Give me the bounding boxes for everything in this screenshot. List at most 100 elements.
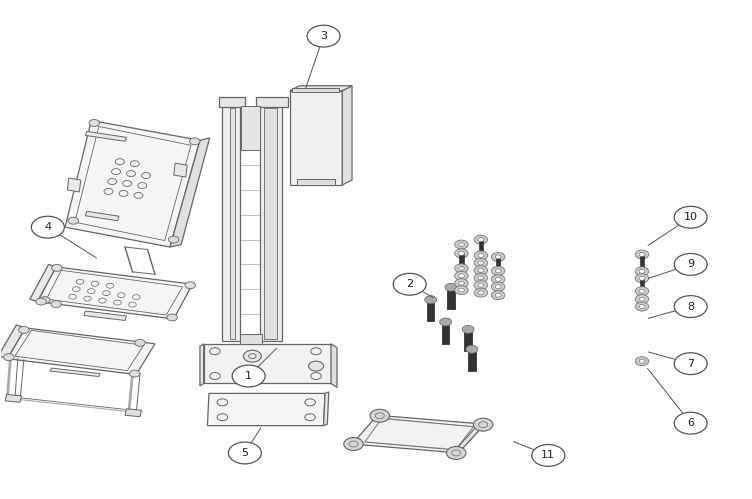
- Polygon shape: [170, 138, 210, 247]
- Circle shape: [478, 283, 484, 287]
- Circle shape: [639, 297, 645, 301]
- Text: 6: 6: [687, 418, 694, 428]
- Circle shape: [455, 240, 468, 249]
- Circle shape: [455, 286, 468, 294]
- Circle shape: [135, 339, 145, 346]
- Polygon shape: [68, 178, 80, 192]
- Circle shape: [495, 269, 501, 273]
- Circle shape: [475, 251, 487, 260]
- Circle shape: [635, 274, 649, 283]
- Polygon shape: [447, 290, 455, 309]
- Circle shape: [495, 277, 501, 281]
- Polygon shape: [38, 267, 193, 319]
- Circle shape: [639, 304, 645, 308]
- Circle shape: [491, 282, 505, 291]
- Circle shape: [40, 296, 50, 303]
- Circle shape: [455, 271, 468, 280]
- Polygon shape: [442, 325, 450, 344]
- Polygon shape: [65, 120, 200, 247]
- Polygon shape: [323, 392, 329, 426]
- Polygon shape: [125, 409, 141, 417]
- Text: 7: 7: [687, 359, 694, 369]
- Circle shape: [491, 291, 505, 299]
- Circle shape: [475, 266, 487, 275]
- Polygon shape: [256, 97, 287, 107]
- Circle shape: [459, 274, 465, 278]
- Circle shape: [675, 353, 707, 375]
- Circle shape: [168, 236, 179, 243]
- Circle shape: [4, 354, 14, 361]
- Circle shape: [675, 206, 707, 228]
- Polygon shape: [30, 264, 56, 301]
- Circle shape: [32, 216, 65, 238]
- Circle shape: [495, 255, 501, 259]
- Polygon shape: [292, 88, 338, 92]
- Circle shape: [478, 238, 484, 242]
- Polygon shape: [342, 86, 352, 185]
- Circle shape: [344, 438, 363, 451]
- Circle shape: [466, 345, 478, 353]
- Circle shape: [491, 266, 505, 275]
- Circle shape: [635, 357, 649, 366]
- Polygon shape: [50, 368, 100, 377]
- Polygon shape: [230, 108, 235, 339]
- Circle shape: [675, 412, 707, 434]
- Circle shape: [459, 288, 465, 292]
- Circle shape: [478, 291, 484, 294]
- Circle shape: [370, 409, 390, 422]
- Circle shape: [475, 273, 487, 282]
- Circle shape: [635, 250, 649, 259]
- Polygon shape: [208, 393, 325, 426]
- Polygon shape: [83, 311, 126, 320]
- Circle shape: [635, 267, 649, 276]
- Polygon shape: [468, 352, 476, 371]
- Text: 9: 9: [687, 259, 694, 269]
- Circle shape: [244, 350, 262, 362]
- Polygon shape: [264, 108, 277, 339]
- Polygon shape: [640, 279, 644, 289]
- Circle shape: [639, 269, 645, 273]
- Polygon shape: [219, 97, 245, 107]
- Circle shape: [675, 253, 707, 275]
- Polygon shape: [640, 255, 644, 269]
- Polygon shape: [241, 106, 260, 150]
- Text: 4: 4: [44, 222, 51, 232]
- Circle shape: [475, 258, 487, 267]
- Circle shape: [167, 314, 177, 321]
- Circle shape: [185, 282, 196, 289]
- Polygon shape: [456, 421, 484, 453]
- Circle shape: [445, 283, 457, 291]
- Circle shape: [639, 359, 645, 363]
- Circle shape: [51, 300, 62, 307]
- Circle shape: [475, 281, 487, 290]
- Circle shape: [19, 326, 29, 333]
- Circle shape: [440, 318, 452, 326]
- Circle shape: [478, 253, 484, 257]
- Circle shape: [455, 249, 468, 258]
- Circle shape: [532, 445, 565, 467]
- Circle shape: [639, 289, 645, 293]
- Circle shape: [393, 273, 426, 295]
- Circle shape: [635, 302, 649, 311]
- Circle shape: [474, 418, 493, 431]
- Circle shape: [639, 276, 645, 280]
- Circle shape: [455, 264, 468, 273]
- Circle shape: [36, 298, 47, 305]
- Circle shape: [491, 252, 505, 261]
- Circle shape: [495, 293, 501, 297]
- Text: 5: 5: [241, 448, 248, 458]
- Polygon shape: [0, 325, 26, 359]
- Polygon shape: [260, 106, 282, 341]
- Text: 1: 1: [245, 371, 252, 381]
- Circle shape: [635, 294, 649, 303]
- Circle shape: [52, 264, 62, 271]
- Polygon shape: [85, 131, 126, 141]
- Circle shape: [68, 217, 78, 224]
- Circle shape: [229, 442, 262, 464]
- Text: 8: 8: [687, 301, 694, 311]
- Circle shape: [478, 268, 484, 272]
- Polygon shape: [200, 344, 204, 386]
- Polygon shape: [297, 179, 335, 185]
- Polygon shape: [5, 394, 22, 402]
- Polygon shape: [223, 106, 240, 341]
